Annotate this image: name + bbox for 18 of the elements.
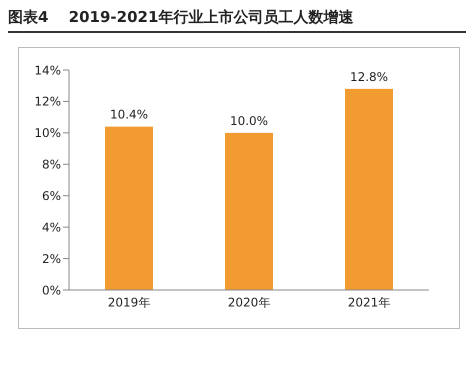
x-tick-label: 2019年 — [108, 296, 150, 310]
chart-title: 图表4 2019-2021年行业上市公司员工人数增速 — [8, 8, 466, 33]
data-label: 10.0% — [230, 114, 268, 128]
y-tick-label: 4% — [42, 220, 61, 234]
y-tick-label: 12% — [34, 94, 61, 109]
x-tick-label: 2021年 — [348, 296, 390, 310]
bar — [225, 132, 273, 290]
y-tick-label: 2% — [42, 252, 61, 266]
data-label: 12.8% — [350, 70, 388, 84]
y-tick-label: 6% — [42, 188, 61, 203]
y-tick-label: 14% — [34, 63, 61, 78]
data-label: 10.4% — [110, 108, 148, 122]
y-tick-label: 8% — [42, 158, 61, 172]
y-tick-label: 10% — [34, 126, 61, 140]
x-tick-label: 2020年 — [228, 296, 270, 310]
y-tick-label: 0% — [42, 283, 61, 298]
bar — [345, 88, 393, 290]
bar — [105, 126, 153, 290]
